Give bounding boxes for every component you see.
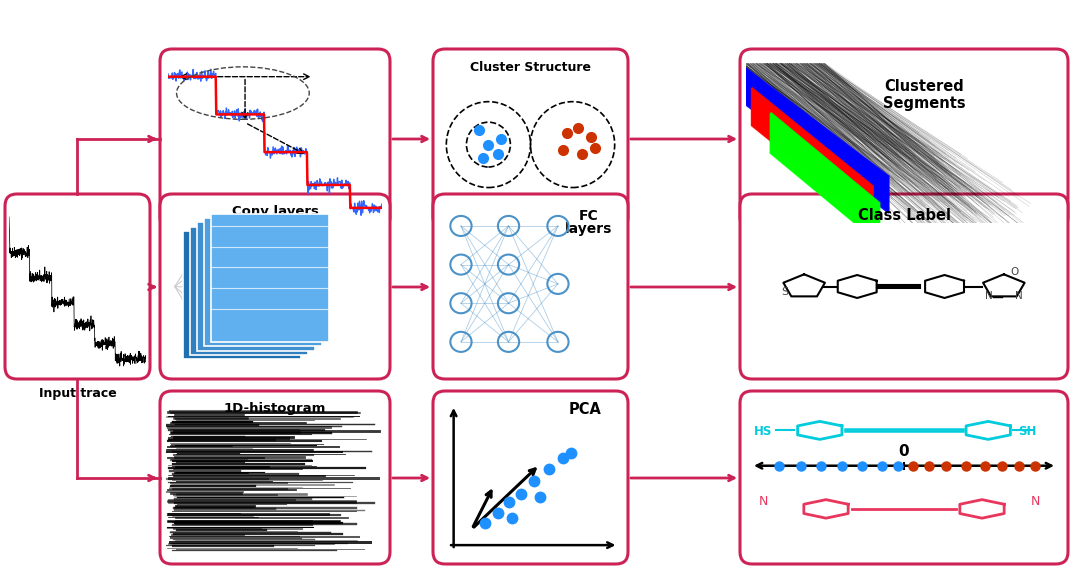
- Text: Clustered
Segments: Clustered Segments: [882, 79, 966, 111]
- Text: Parametrize: Parametrize: [229, 234, 321, 247]
- Polygon shape: [204, 218, 322, 346]
- Text: N: N: [759, 495, 768, 509]
- Text: 0: 0: [899, 444, 909, 459]
- Polygon shape: [212, 214, 329, 342]
- Text: PCA: PCA: [569, 402, 602, 417]
- FancyBboxPatch shape: [740, 391, 1068, 564]
- FancyBboxPatch shape: [160, 49, 390, 229]
- FancyBboxPatch shape: [5, 194, 150, 379]
- Text: Input trace: Input trace: [39, 387, 117, 400]
- Polygon shape: [198, 223, 315, 351]
- FancyBboxPatch shape: [160, 194, 390, 379]
- Text: O: O: [1010, 267, 1018, 277]
- FancyBboxPatch shape: [433, 49, 627, 229]
- Text: N: N: [1030, 495, 1040, 509]
- Text: Conv layers: Conv layers: [231, 205, 319, 218]
- FancyBboxPatch shape: [433, 391, 627, 564]
- Text: layers: layers: [565, 223, 612, 236]
- Text: SH: SH: [1017, 425, 1036, 438]
- Text: N: N: [985, 290, 993, 301]
- Polygon shape: [184, 231, 301, 359]
- Text: FC: FC: [579, 209, 599, 223]
- Text: Cluster Structure: Cluster Structure: [470, 61, 591, 73]
- Polygon shape: [190, 227, 308, 355]
- Text: 1D-histogram: 1D-histogram: [224, 402, 326, 415]
- FancyBboxPatch shape: [740, 49, 1068, 229]
- Text: N: N: [1015, 290, 1023, 301]
- Text: S: S: [781, 287, 788, 297]
- FancyBboxPatch shape: [433, 194, 627, 379]
- FancyBboxPatch shape: [160, 391, 390, 564]
- Text: HS: HS: [754, 425, 772, 438]
- Text: Class Label: Class Label: [858, 208, 950, 223]
- FancyBboxPatch shape: [740, 194, 1068, 379]
